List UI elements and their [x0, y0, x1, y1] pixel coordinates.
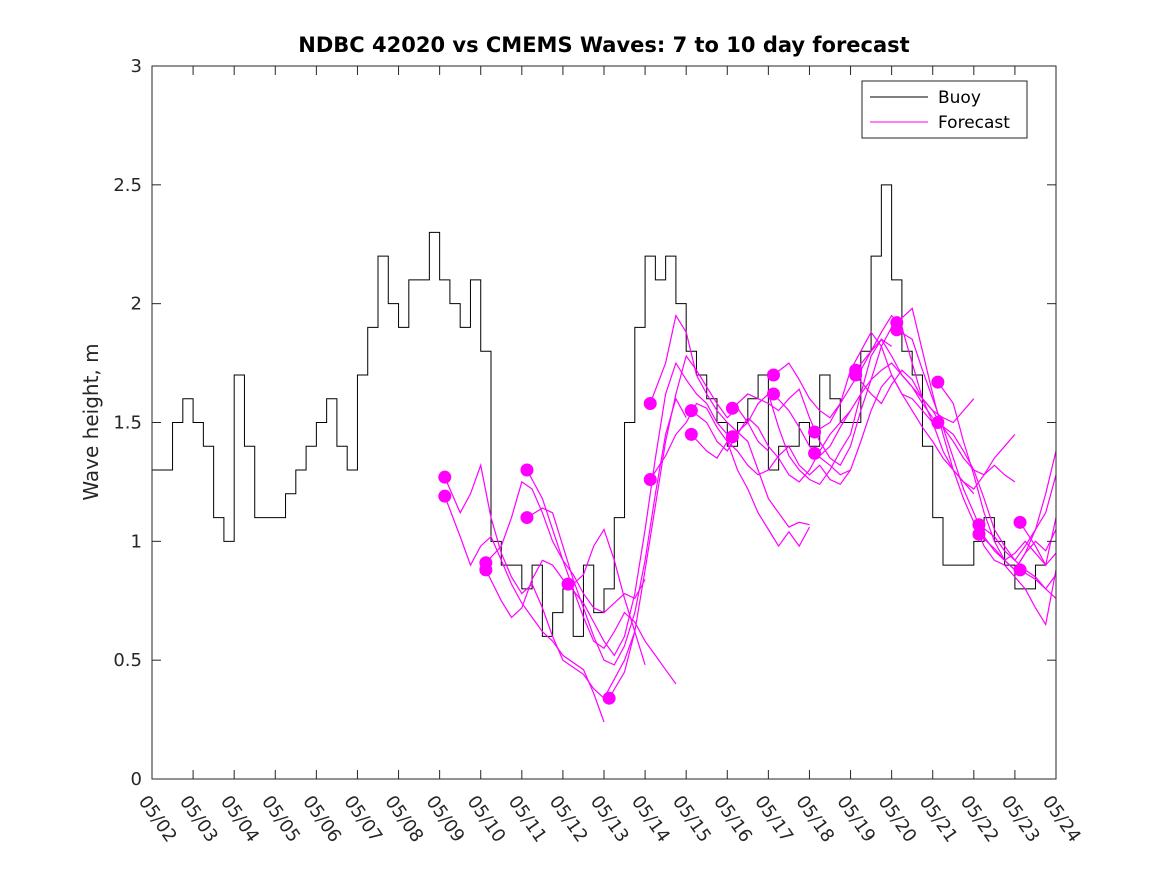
forecast-start-marker: [890, 323, 904, 337]
forecast-line: [608, 354, 769, 699]
forecast-start-marker: [479, 563, 493, 577]
forecast-start-marker: [767, 387, 780, 401]
forecast-start-marker: [643, 396, 657, 410]
forecast-line: [731, 338, 892, 486]
forecast-start-marker: [520, 511, 534, 525]
legend-forecast-label: Forecast: [938, 113, 1010, 133]
forecast-start-marker: [684, 427, 698, 441]
y-tick-label: 2: [131, 294, 142, 315]
forecast-start-marker: [643, 473, 657, 487]
plot-area: [152, 66, 1056, 779]
legend-box: [861, 80, 1028, 139]
forecast-start-markers: [438, 316, 1027, 705]
buoy-line: [152, 184, 1046, 637]
buoy-series: [152, 184, 1046, 637]
forecast-start-marker: [808, 425, 822, 439]
forecast-start-marker: [438, 470, 452, 484]
forecast-start-marker: [931, 416, 945, 429]
forecast-line: [814, 373, 975, 495]
forecast-line: [978, 474, 1057, 562]
legend-buoy-label: Buoy: [938, 88, 981, 108]
forecast-start-marker: [602, 691, 616, 705]
y-tick-label: 0: [131, 769, 142, 790]
y-axis: 0 0.5 1 1.5 2 2.5 3: [113, 56, 1056, 790]
forecast-start-marker: [808, 446, 822, 460]
y-tick-label: 3: [131, 56, 142, 77]
forecast-start-marker: [972, 527, 986, 541]
forecast-line: [690, 433, 851, 486]
forecast-line: [1019, 521, 1057, 567]
forecast-line: [649, 314, 810, 528]
forecast-line: [855, 314, 1016, 490]
forecast-line: [937, 381, 1057, 571]
forecast-line: [649, 402, 811, 548]
forecast-start-marker: [849, 368, 863, 382]
forecast-start-marker: [767, 368, 780, 382]
y-axis-label: Wave height, m: [79, 343, 103, 500]
y-tick-label: 0.5: [113, 650, 142, 671]
forecast-line: [978, 529, 1057, 571]
y-tick-label: 2.5: [113, 175, 142, 196]
forecast-start-marker: [1013, 515, 1027, 529]
forecast-start-marker: [1013, 563, 1027, 577]
chart-title: NDBC 42020 vs CMEMS Waves: 7 to 10 day f…: [298, 33, 909, 57]
forecast-start-marker: [520, 463, 534, 477]
y-tick-label: 1.5: [113, 413, 142, 434]
forecast-line: [526, 469, 677, 685]
forecast-line: [1019, 569, 1057, 590]
forecast-line: [485, 480, 646, 614]
forecast-start-marker: [725, 430, 739, 444]
forecast-line: [773, 331, 934, 423]
forecast-start-marker: [684, 404, 698, 418]
forecast-start-marker: [561, 577, 575, 591]
forecast-line: [567, 361, 728, 657]
legend: Buoy Forecast: [861, 80, 1028, 139]
forecast-start-marker: [725, 401, 739, 415]
forecast-line: [937, 422, 1057, 599]
forecast-start-marker: [972, 518, 986, 532]
forecast-line: [814, 338, 975, 433]
forecast-start-marker: [931, 375, 945, 389]
y-tick-label: 1: [131, 531, 142, 552]
forecast-start-marker: [438, 489, 452, 503]
forecast-line: [690, 410, 851, 483]
forecast-line: [444, 495, 605, 723]
